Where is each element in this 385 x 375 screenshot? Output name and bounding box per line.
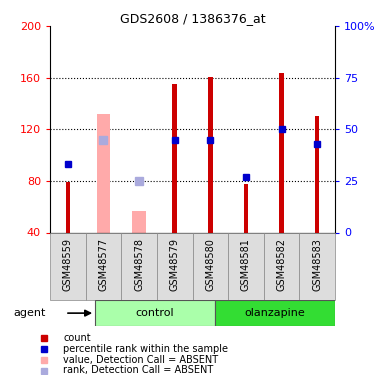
Bar — [215, 300, 335, 326]
Text: GSM48581: GSM48581 — [241, 238, 251, 291]
Text: GSM48577: GSM48577 — [99, 238, 109, 291]
Bar — [157, 232, 192, 300]
Bar — [132, 211, 146, 232]
Bar — [85, 232, 121, 300]
Text: GSM48583: GSM48583 — [312, 238, 322, 291]
Text: GSM48579: GSM48579 — [170, 238, 180, 291]
Text: control: control — [136, 308, 174, 318]
Bar — [279, 73, 284, 232]
Text: olanzapine: olanzapine — [244, 308, 305, 318]
Text: GSM48580: GSM48580 — [205, 238, 215, 291]
Bar — [50, 232, 85, 300]
Bar — [228, 232, 264, 300]
Bar — [264, 232, 300, 300]
Text: value, Detection Call = ABSENT: value, Detection Call = ABSENT — [63, 355, 218, 365]
Text: count: count — [63, 333, 91, 343]
Text: GSM48578: GSM48578 — [134, 238, 144, 291]
Text: agent: agent — [14, 308, 46, 318]
Text: rank, Detection Call = ABSENT: rank, Detection Call = ABSENT — [63, 366, 213, 375]
Bar — [315, 117, 320, 232]
Bar — [244, 183, 248, 232]
Bar — [95, 300, 215, 326]
Title: GDS2608 / 1386376_at: GDS2608 / 1386376_at — [120, 12, 265, 25]
Text: GSM48582: GSM48582 — [276, 238, 286, 291]
Bar — [121, 232, 157, 300]
Bar — [172, 84, 177, 232]
Bar — [208, 76, 213, 232]
Text: percentile rank within the sample: percentile rank within the sample — [63, 344, 228, 354]
Text: GSM48559: GSM48559 — [63, 238, 73, 291]
Bar — [97, 114, 110, 232]
Bar — [65, 182, 70, 232]
Bar — [300, 232, 335, 300]
Bar — [192, 232, 228, 300]
